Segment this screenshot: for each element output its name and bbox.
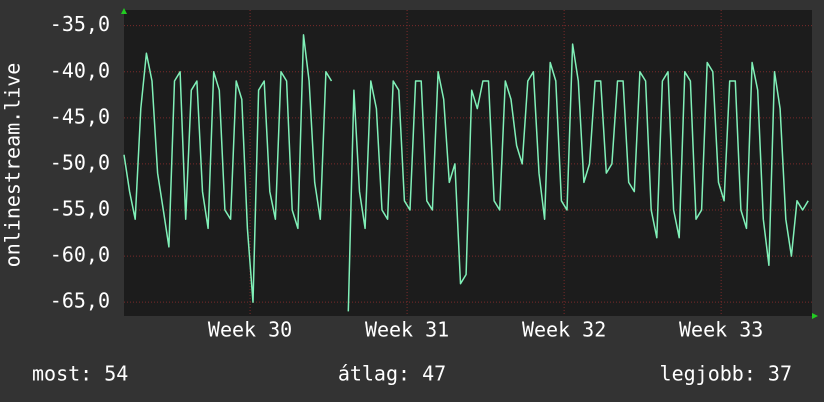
y-tick-label: -50,0 xyxy=(50,150,110,174)
stat-best: legjobb: 37 xyxy=(660,362,792,386)
axis-arrow xyxy=(812,313,818,319)
stat-average: átlag: 47 xyxy=(338,362,446,386)
y-tick-label: -55,0 xyxy=(50,197,110,221)
y-tick-label: -35,0 xyxy=(50,12,110,36)
stat-current: most: 54 xyxy=(32,362,128,386)
y-tick-label: -40,0 xyxy=(50,58,110,82)
data-line xyxy=(123,34,809,312)
y-axis-label: onlinestream.live xyxy=(1,63,25,268)
y-tick-label: -65,0 xyxy=(50,289,110,313)
x-tick-label: Week 30 xyxy=(208,318,292,342)
y-tick-label: -45,0 xyxy=(50,104,110,128)
x-tick-label: Week 33 xyxy=(679,318,763,342)
y-tick-label: -60,0 xyxy=(50,243,110,267)
axis-arrow xyxy=(121,8,127,14)
x-tick-label: Week 31 xyxy=(365,318,449,342)
plot-area xyxy=(124,10,812,316)
x-tick-label: Week 32 xyxy=(522,318,606,342)
